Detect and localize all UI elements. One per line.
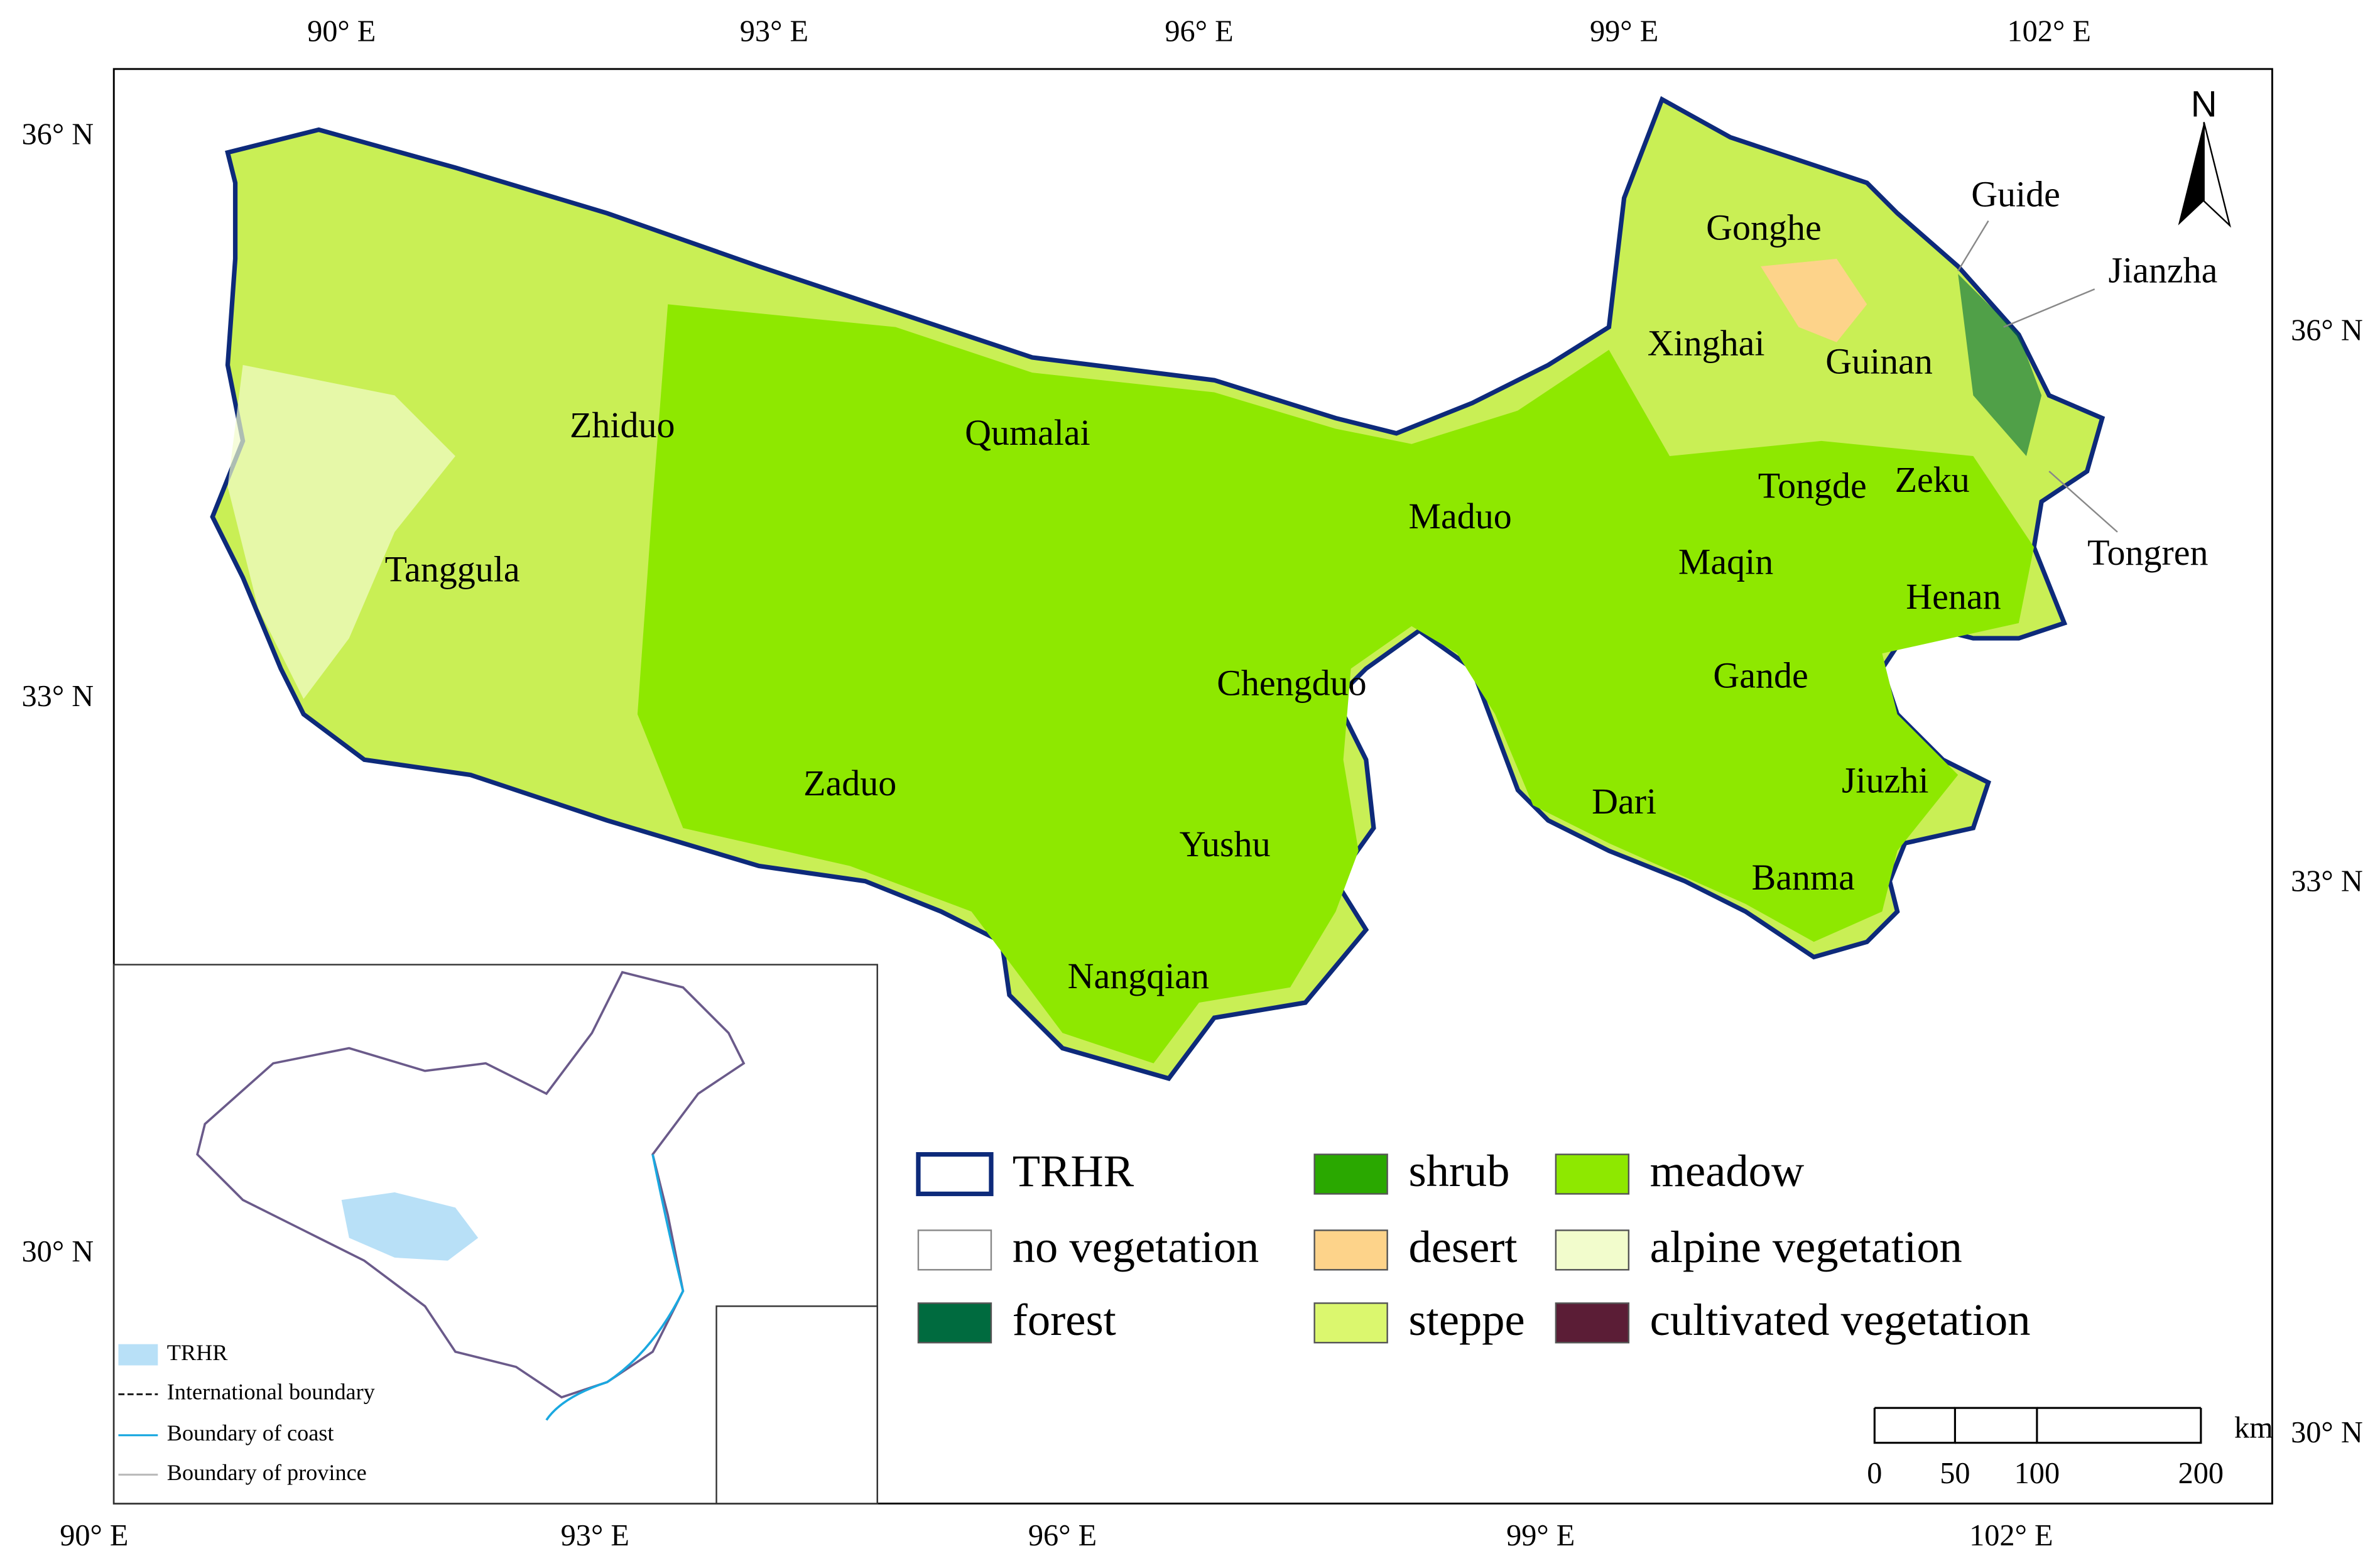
place-label: Zaduo: [803, 763, 896, 803]
right-axis-label: 33° N: [2291, 865, 2363, 898]
place-label: Tongde: [1758, 466, 1867, 506]
legend-swatch: [1555, 1229, 1630, 1271]
place-label: Guinan: [1825, 340, 1933, 381]
leader-line: [2003, 288, 2095, 328]
scale-label: 50: [1940, 1457, 1970, 1490]
leader-line: [2048, 471, 2118, 533]
leader-line: [1957, 220, 1989, 271]
scale-bar: [1873, 1407, 2202, 1444]
bottom-axis-label: 99° E: [1506, 1519, 1575, 1552]
place-label: Banma: [1752, 857, 1855, 898]
right-axis-label: 30° N: [2291, 1416, 2363, 1449]
place-label: Tongren: [2087, 532, 2208, 573]
place-label: Xinghai: [1648, 322, 1765, 363]
place-label: Jiuzhi: [1842, 760, 1929, 800]
legend-label: steppe: [1408, 1294, 1524, 1345]
place-label: Jianzha: [2109, 249, 2218, 290]
right-axis-label: 36° N: [2291, 313, 2363, 347]
inset-legend-label: Boundary of coast: [167, 1420, 334, 1446]
scale-label: 100: [2014, 1457, 2060, 1490]
place-label: Qumalai: [965, 412, 1090, 453]
legend-label: shrub: [1408, 1145, 1509, 1196]
legend-swatch: [1313, 1153, 1388, 1195]
top-axis-label: 93° E: [740, 14, 808, 48]
scale-label: 200: [2178, 1457, 2224, 1490]
place-label: Zeku: [1895, 459, 1970, 500]
place-label: Zhiduo: [570, 405, 675, 445]
left-axis-label: 33° N: [22, 680, 94, 713]
bottom-axis-label: 102° E: [1969, 1519, 2053, 1552]
place-label: Guide: [1971, 174, 2060, 215]
coast-line: [545, 1154, 685, 1421]
inset-legend-label: International boundary: [167, 1380, 375, 1405]
south-sea-inset: [715, 1305, 878, 1505]
place-label: Gonghe: [1706, 207, 1822, 248]
legend-label: no vegetation: [1013, 1221, 1259, 1272]
place-label: Henan: [1906, 576, 2001, 617]
bottom-axis-label: 96° E: [1028, 1519, 1097, 1552]
alpine-area: [227, 365, 455, 699]
inset-legend-label: TRHR: [167, 1340, 228, 1365]
bottom-axis-label: 93° E: [561, 1519, 629, 1552]
north-label: N: [2191, 85, 2217, 125]
place-label: Dari: [1592, 781, 1656, 822]
place-label: Tanggula: [385, 548, 520, 589]
legend-label: forest: [1013, 1294, 1116, 1345]
forest-area: [1958, 274, 2042, 457]
scale-unit: km: [2234, 1412, 2273, 1445]
inset-legend-swatch: [118, 1344, 158, 1366]
place-label: Nangqian: [1068, 956, 1209, 996]
legend-swatch: [1555, 1302, 1630, 1344]
top-axis-label: 99° E: [1590, 14, 1658, 48]
meadow-area: [637, 304, 2035, 1064]
china-outline: [196, 971, 746, 1399]
inset-legend-label: Boundary of province: [167, 1460, 367, 1485]
place-label: Chengduo: [1217, 663, 1366, 704]
legend-label: cultivated vegetation: [1650, 1294, 2031, 1345]
trhr-inset: [341, 1192, 479, 1261]
legend-swatch: [1555, 1153, 1630, 1195]
legend-swatch: [916, 1152, 994, 1197]
left-axis-label: 30° N: [22, 1235, 94, 1268]
bottom-axis-label: 90° E: [60, 1519, 128, 1552]
scale-label: 0: [1867, 1457, 1882, 1490]
top-axis-label: 96° E: [1165, 14, 1233, 48]
top-axis-label: 102° E: [2008, 14, 2091, 48]
place-label: Maqin: [1678, 541, 1773, 582]
legend-label: alpine vegetation: [1650, 1221, 1962, 1272]
legend-label: desert: [1408, 1221, 1517, 1272]
legend-swatch: [1313, 1302, 1388, 1344]
legend-swatch: [1313, 1229, 1388, 1271]
place-label: Maduo: [1408, 496, 1511, 536]
legend-label: TRHR: [1013, 1145, 1134, 1196]
desert-area: [1761, 258, 1867, 342]
top-axis-label: 90° E: [307, 14, 376, 48]
legend-label: meadow: [1650, 1145, 1805, 1196]
left-axis-label: 36° N: [22, 118, 94, 151]
legend-swatch: [917, 1229, 992, 1271]
legend-swatch: [917, 1302, 992, 1344]
place-label: Gande: [1713, 655, 1808, 696]
place-label: Yushu: [1180, 824, 1271, 864]
